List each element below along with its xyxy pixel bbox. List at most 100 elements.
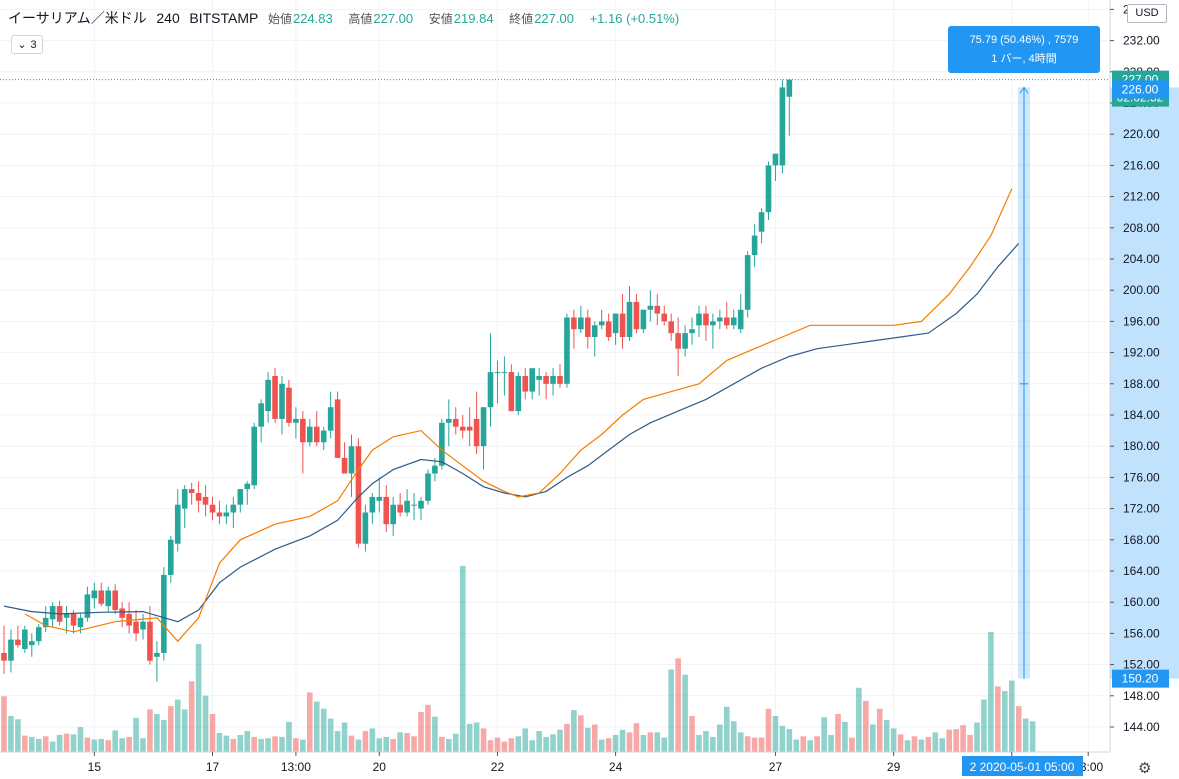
candle-body [244, 483, 251, 490]
volume-bar [522, 728, 529, 752]
volume-bar [835, 714, 841, 752]
price-tick-label: 220.00 [1123, 127, 1160, 141]
volume-bar [675, 658, 681, 752]
low-value: 219.84 [453, 11, 494, 26]
currency-button[interactable]: USD [1127, 4, 1167, 23]
interval-label[interactable]: 240 [156, 10, 180, 26]
volume-bar [300, 739, 306, 752]
candle-body [668, 321, 674, 334]
indicators-toggle-button[interactable]: ⌄ 3 [11, 35, 43, 54]
candle-body [452, 418, 459, 427]
volume-bar [960, 725, 966, 752]
volume-bar [439, 736, 445, 752]
volume-bar [501, 741, 508, 752]
volume-bar [515, 736, 522, 752]
volume-bar [869, 724, 876, 752]
volume-bar [168, 706, 174, 752]
gear-icon[interactable]: ⚙ [1138, 760, 1152, 777]
candle-body [63, 613, 70, 618]
candle-body [293, 418, 299, 423]
volume-bar [22, 735, 28, 752]
candle-body [307, 426, 313, 443]
price-tick-label: 148.00 [1123, 689, 1160, 703]
volume-bar [223, 735, 230, 752]
volume-bar [585, 727, 591, 752]
exchange-label: BITSTAMP [189, 10, 259, 26]
candle-body [154, 652, 160, 657]
volume-bar [376, 738, 383, 752]
volume-bar [251, 736, 257, 752]
candle-body [466, 426, 473, 431]
volume-bar [279, 736, 285, 752]
price-tick-label: 176.00 [1123, 470, 1160, 484]
volume-bar [550, 734, 556, 752]
volume-bar [536, 731, 542, 752]
price-tick-label: 184.00 [1123, 408, 1160, 422]
volume-bar [703, 731, 709, 752]
candle-body [550, 376, 556, 384]
volume-bar [293, 738, 299, 752]
price-tick-label: 152.00 [1123, 658, 1160, 672]
candle-body [188, 489, 195, 493]
volume-bar [765, 708, 772, 752]
candle-body [717, 317, 723, 322]
candle-body [612, 313, 619, 334]
measure-tooltip-bars: 1 バー, 4時間 [991, 53, 1057, 65]
volume-bar [411, 736, 417, 752]
price-tick-label: 216.00 [1123, 158, 1160, 172]
candle-body [786, 79, 793, 97]
volume-bar [883, 719, 890, 752]
volume-bar [508, 738, 515, 752]
open-label: 始値 [267, 12, 292, 26]
candle-body [286, 387, 292, 423]
candle-body [98, 590, 105, 604]
time-tick-label: 27 [769, 760, 783, 774]
volume-bar [446, 738, 452, 752]
candle-body [682, 333, 688, 349]
candle-body [1, 652, 7, 661]
price-tick-label: 172.00 [1123, 502, 1160, 516]
candle-body [779, 87, 786, 166]
volume-bar [967, 734, 973, 752]
measure-arrow [1019, 86, 1029, 94]
candle-body [404, 500, 410, 513]
volume-bar [710, 736, 716, 752]
volume-bar [1015, 706, 1022, 752]
volume-bar [459, 565, 466, 752]
volume-bar [313, 701, 320, 752]
candle-body [730, 317, 737, 326]
volume-bars [1, 565, 1036, 752]
volume-bar [1022, 718, 1029, 752]
volume-bar [84, 737, 91, 752]
candle-body [751, 235, 758, 256]
volume-bar [147, 709, 153, 752]
volume-bar [425, 704, 431, 752]
candle-body [737, 309, 744, 330]
volume-bar [348, 735, 355, 752]
volume-bar [925, 736, 932, 752]
volume-bar [730, 721, 737, 752]
volume-bar [216, 733, 223, 752]
close-label: 終値 [509, 12, 534, 26]
candle-body [744, 255, 751, 310]
candle-body [710, 321, 716, 326]
candle-body [35, 627, 42, 642]
volume-bar [390, 738, 396, 752]
volume-bar [800, 736, 807, 752]
change-value: +1.16 (+0.51%) [589, 11, 680, 26]
volume-bar [717, 724, 723, 752]
candle-body [70, 613, 77, 626]
volume-bar [161, 719, 167, 752]
volume-bar [140, 738, 146, 752]
volume-bar [8, 715, 14, 752]
candle-body [383, 496, 390, 525]
candle-body [265, 379, 271, 412]
price-tick-label: 196.00 [1123, 314, 1160, 328]
candle-body [605, 321, 612, 337]
candle-body [529, 368, 535, 392]
symbol-name[interactable]: イーサリアム／米ドル [8, 10, 147, 26]
candle-body [341, 457, 348, 474]
